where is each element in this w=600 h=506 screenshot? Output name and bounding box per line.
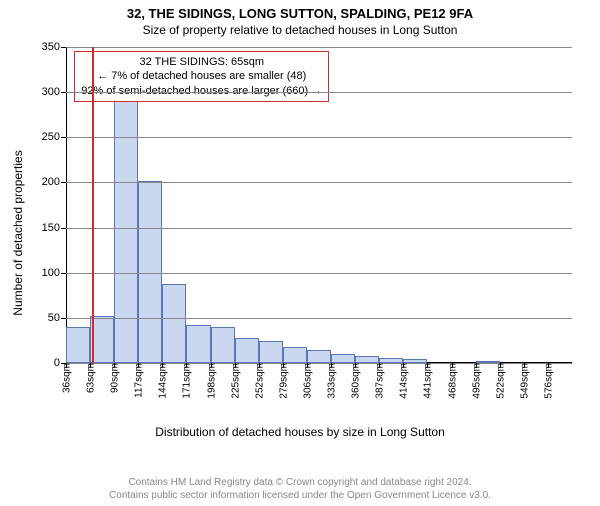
x-axis-label: Distribution of detached houses by size … <box>0 425 600 439</box>
page-subtitle: Size of property relative to detached ho… <box>0 23 600 37</box>
gridline <box>66 92 572 93</box>
xtick-label: 63sqm <box>84 363 97 393</box>
xtick-label: 198sqm <box>204 363 217 399</box>
annotation-line1: 32 THE SIDINGS: 65sqm <box>81 55 322 69</box>
xtick-label: 306sqm <box>300 363 313 399</box>
xtick-label: 144sqm <box>156 363 169 399</box>
histogram-bar <box>162 284 186 363</box>
annotation-line2: ← 7% of detached houses are smaller (48) <box>81 69 322 83</box>
histogram-bar <box>186 325 210 363</box>
xtick-label: 414sqm <box>397 363 410 399</box>
gridline <box>66 228 572 229</box>
xtick-label: 387sqm <box>373 363 386 399</box>
xtick-label: 36sqm <box>60 363 73 393</box>
histogram-bar <box>307 350 331 363</box>
xtick-label: 441sqm <box>421 363 434 399</box>
xtick-label: 279sqm <box>276 363 289 399</box>
ytick-label: 150 <box>42 222 66 234</box>
xtick-label: 117sqm <box>132 363 145 398</box>
gridline <box>66 137 572 138</box>
annotation-line3: 92% of semi-detached houses are larger (… <box>81 84 322 98</box>
histogram-bar <box>235 338 259 363</box>
ytick-label: 350 <box>42 41 66 53</box>
gridline <box>66 318 572 319</box>
xtick-label: 495sqm <box>469 363 482 399</box>
ytick-label: 300 <box>42 86 66 98</box>
xtick-label: 522sqm <box>493 363 506 399</box>
xtick-label: 360sqm <box>349 363 362 399</box>
plot-area: 32 THE SIDINGS: 65sqm ← 7% of detached h… <box>66 47 572 363</box>
ytick-label: 250 <box>42 131 66 143</box>
chart-container: Number of detached properties 32 THE SID… <box>20 43 580 423</box>
y-axis-label: Number of detached properties <box>11 150 25 315</box>
histogram-bar <box>355 356 379 363</box>
credits: Contains HM Land Registry data © Crown c… <box>0 477 600 502</box>
xtick-label: 333sqm <box>325 363 338 399</box>
ytick-label: 50 <box>48 312 66 324</box>
gridline <box>66 273 572 274</box>
histogram-bar <box>211 327 235 363</box>
annotation-box: 32 THE SIDINGS: 65sqm ← 7% of detached h… <box>74 51 329 102</box>
gridline <box>66 182 572 183</box>
xtick-label: 549sqm <box>517 363 530 399</box>
credits-line1: Contains HM Land Registry data © Crown c… <box>0 477 600 490</box>
page-title-address: 32, THE SIDINGS, LONG SUTTON, SPALDING, … <box>0 6 600 21</box>
xtick-label: 171sqm <box>180 363 193 399</box>
credits-line2: Contains public sector information licen… <box>0 490 600 503</box>
xtick-label: 90sqm <box>108 363 121 393</box>
histogram-bar <box>331 354 355 363</box>
xtick-label: 468sqm <box>445 363 458 399</box>
histogram-bar <box>283 347 307 363</box>
xtick-label: 576sqm <box>541 363 554 399</box>
ytick-label: 200 <box>42 176 66 188</box>
xtick-label: 225sqm <box>228 363 241 399</box>
xtick-label: 252sqm <box>252 363 265 399</box>
histogram-bar <box>66 327 90 363</box>
subject-marker-line <box>92 47 94 363</box>
histogram-bar <box>114 101 138 363</box>
gridline <box>66 47 572 48</box>
ytick-label: 100 <box>42 267 66 279</box>
histogram-bar <box>259 341 283 363</box>
